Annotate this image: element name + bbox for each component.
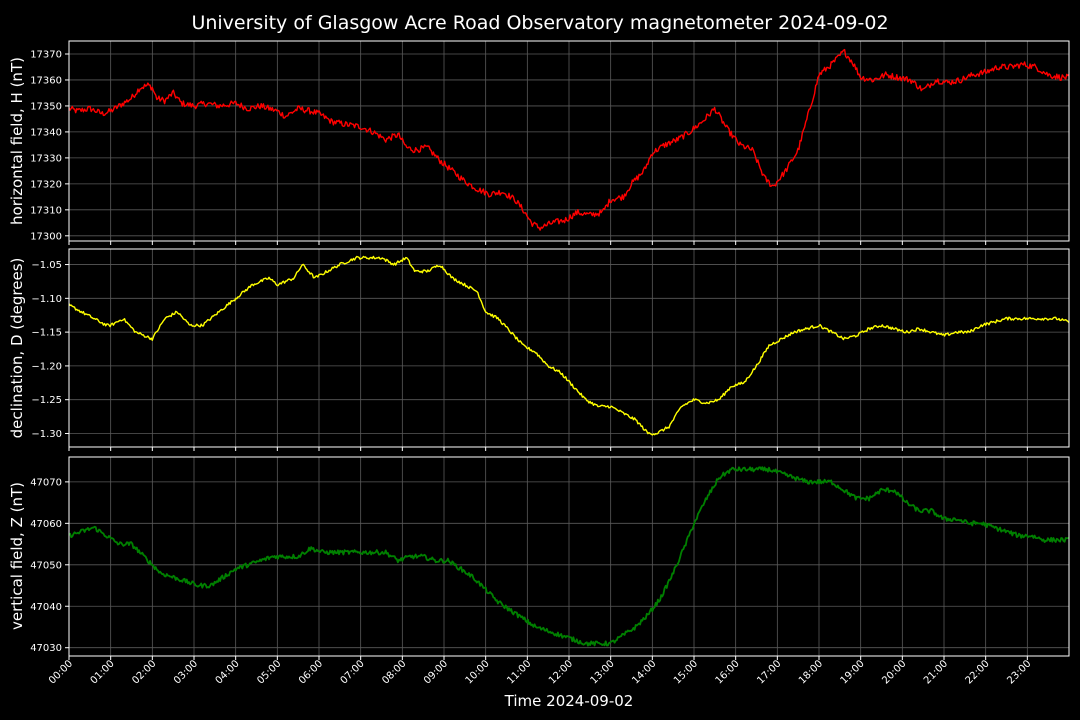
h-y-tick-label: 17370 [30, 49, 62, 60]
x-tick-label: 01:00 [89, 658, 117, 686]
x-tick-label: 19:00 [839, 658, 867, 686]
x-tick-label: 21:00 [922, 658, 950, 686]
x-tick-label: 12:00 [547, 658, 575, 686]
z-y-tick-label: 47050 [30, 560, 62, 571]
x-tick-label: 00:00 [47, 658, 75, 686]
d-y-tick-label: −1.30 [31, 429, 62, 440]
x-tick-label: 09:00 [422, 658, 450, 686]
figure-title: University of Glasgow Acre Road Observat… [191, 12, 888, 34]
x-tick-label: 13:00 [589, 658, 617, 686]
x-tick-label: 20:00 [880, 658, 908, 686]
d-y-tick-label: −1.25 [31, 395, 62, 406]
z-y-tick-label: 47030 [30, 643, 62, 654]
x-tick-label: 16:00 [714, 658, 742, 686]
x-tick-label: 22:00 [964, 658, 992, 686]
axes-frame-z [68, 456, 1070, 657]
x-tick-label: 05:00 [255, 658, 283, 686]
x-tick-label: 10:00 [464, 658, 492, 686]
d-y-tick-label: −1.05 [31, 260, 62, 271]
h-y-tick-label: 17360 [30, 75, 62, 86]
h-y-axis-label: horizontal field, H (nT) [8, 57, 26, 225]
h-series-line [68, 48, 1070, 231]
z-y-tick-label: 47060 [30, 519, 62, 530]
axes-frame-h [68, 40, 1070, 242]
z-y-axis-label: vertical field, Z (nT) [8, 482, 26, 630]
panel-h: 17300 17310 17320 17330 17340 17350 17360 17370… [8, 40, 1070, 245]
x-tick-label: 14:00 [630, 658, 658, 686]
x-axis-label: Time 2024-09-02 [504, 692, 634, 710]
x-tick-label: 11:00 [505, 658, 533, 686]
d-y-tick-label: −1.20 [31, 361, 62, 372]
panel-z: 47030 47040 47050 47060 47070 00:00 01:00 02:00… [8, 456, 1070, 687]
x-tick-label: 03:00 [172, 658, 200, 686]
z-y-tick-label: 47040 [30, 602, 62, 613]
h-y-tick-label: 17340 [30, 127, 62, 138]
z-series-line [68, 466, 1070, 647]
x-tick-label: 18:00 [797, 658, 825, 686]
x-tick-label: 23:00 [1005, 658, 1033, 686]
h-y-tick-label: 17320 [30, 179, 62, 190]
z-y-tick-label: 47070 [30, 477, 62, 488]
x-tick-label: 06:00 [297, 658, 325, 686]
x-tick-label: 17:00 [755, 658, 783, 686]
h-y-tick-label: 17330 [30, 153, 62, 164]
h-y-tick-label: 17350 [30, 101, 62, 112]
h-y-tick-label: 17300 [30, 231, 62, 242]
axes-frame-d [68, 248, 1070, 448]
x-tick-label: 04:00 [214, 658, 242, 686]
d-series-line [68, 255, 1070, 436]
d-y-axis-label: declination, D (degrees) [8, 258, 26, 439]
d-y-tick-label: −1.15 [31, 328, 62, 339]
x-tick-label: 07:00 [339, 658, 367, 686]
x-tick-label: 02:00 [130, 658, 158, 686]
panel-d: −1.30 −1.25 −1.20 −1.15 −1.10 −1.05 declinati… [8, 248, 1070, 451]
x-tick-label: 15:00 [672, 658, 700, 686]
h-y-tick-label: 17310 [30, 205, 62, 216]
d-y-tick-label: −1.10 [31, 294, 62, 305]
x-tick-label: 08:00 [380, 658, 408, 686]
